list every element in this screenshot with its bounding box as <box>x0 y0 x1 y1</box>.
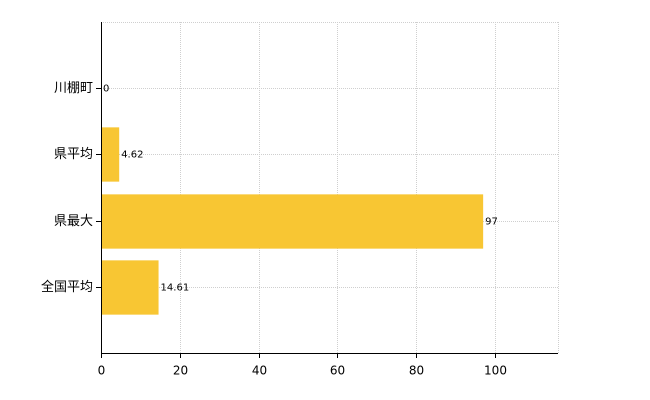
y-tick-label: 県平均 <box>54 147 93 162</box>
y-tick-label: 県最大 <box>54 214 93 229</box>
x-tick-label: 100 <box>484 364 507 378</box>
x-tick-label: 60 <box>330 364 345 378</box>
y-tick-label: 全国平均 <box>41 279 93 295</box>
x-tick-label: 0 <box>98 364 106 378</box>
value-label: 0 <box>103 84 109 95</box>
x-tick-label: 20 <box>173 364 188 378</box>
x-tick-label: 80 <box>409 364 424 378</box>
bar <box>101 260 159 315</box>
value-label: 97 <box>485 217 498 228</box>
y-tick-label: 川棚町 <box>54 81 93 96</box>
bar <box>101 194 484 249</box>
bar <box>101 127 120 182</box>
value-label: 4.62 <box>121 150 143 161</box>
value-label: 14.61 <box>161 283 190 294</box>
x-tick-label: 40 <box>252 364 267 378</box>
